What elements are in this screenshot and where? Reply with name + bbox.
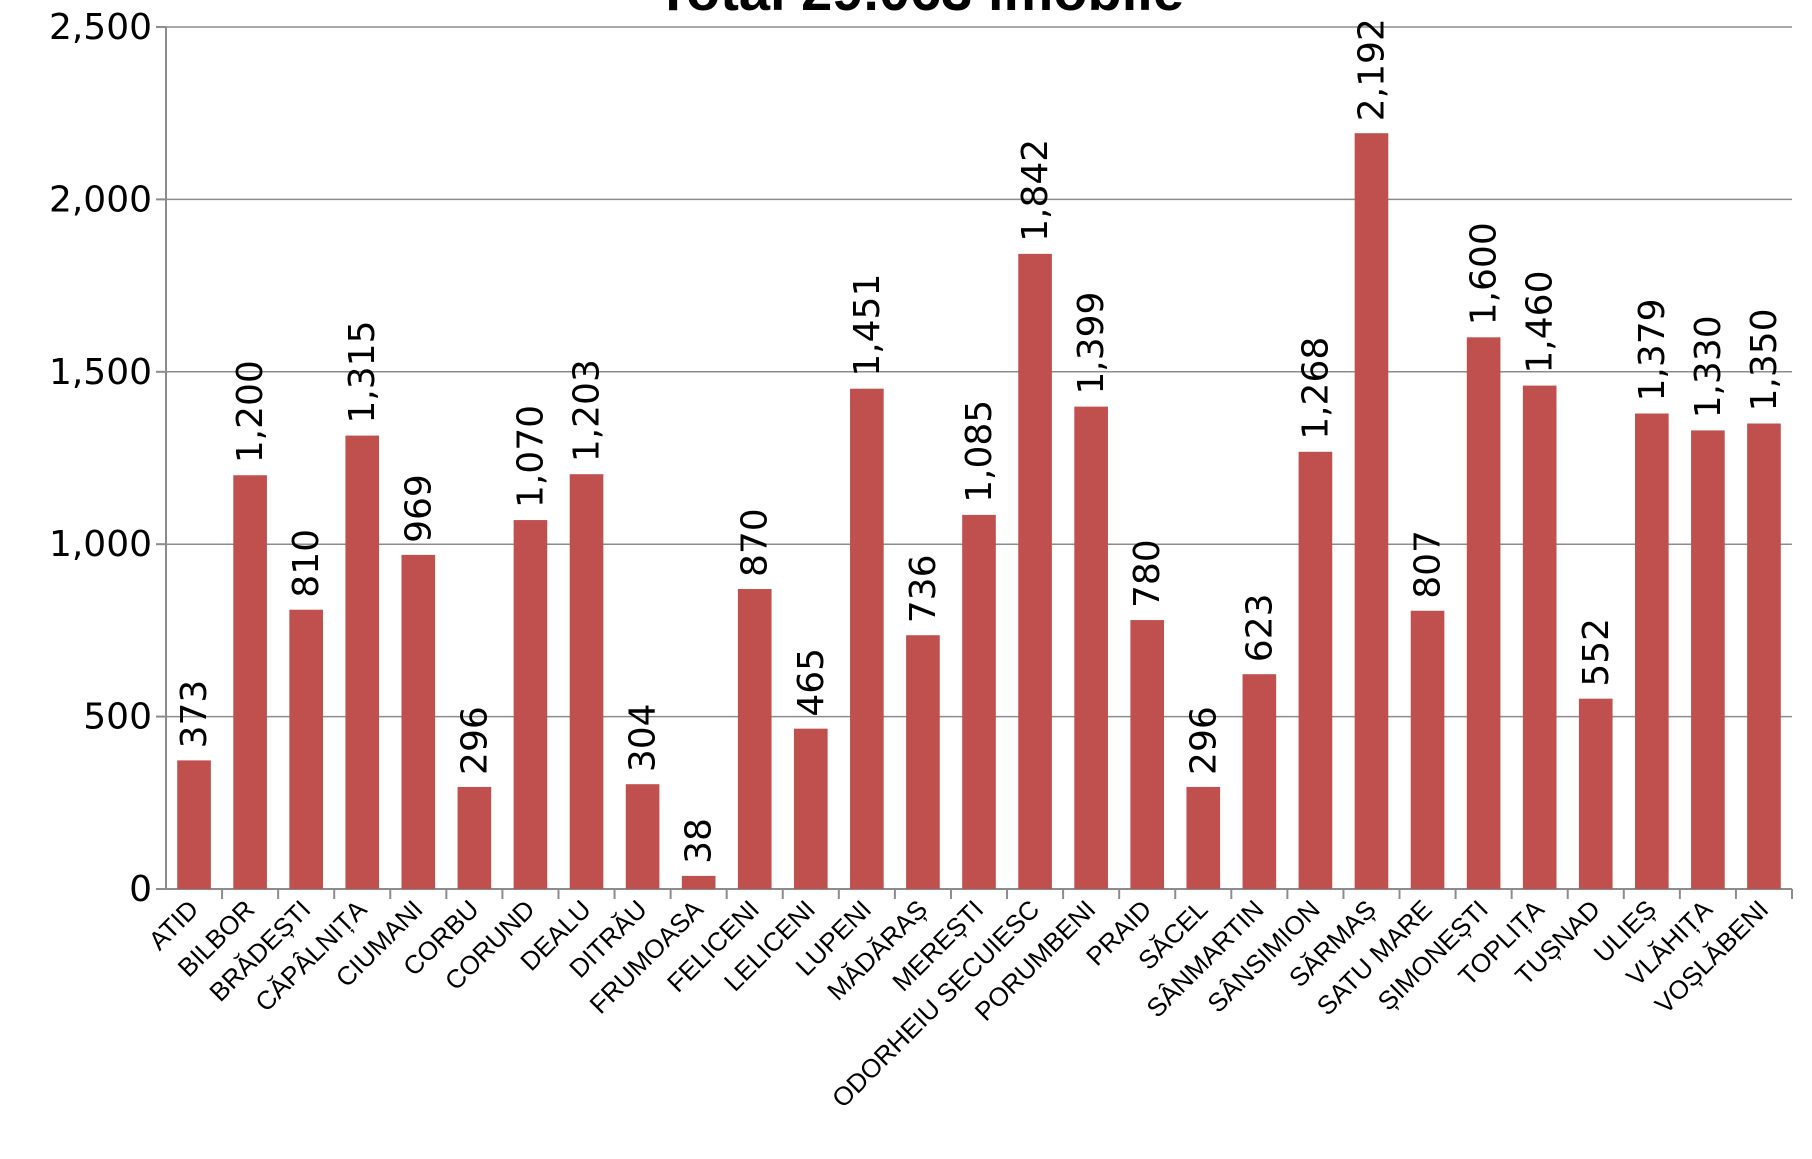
- bar: [1635, 413, 1669, 889]
- chart-title: Total 29.063 imobile: [656, 0, 1184, 22]
- data-label: 38: [679, 818, 720, 864]
- bar: [289, 609, 323, 889]
- bar: [401, 554, 436, 889]
- data-label: 807: [1408, 530, 1449, 599]
- data-labels: 373 1,200 810 1,315 969 296 1,070 1,203 304 38 870…: [174, 18, 1785, 864]
- data-label: 969: [398, 474, 439, 543]
- data-label: 1,379: [1632, 298, 1673, 401]
- x-axis-ticks: ATIDBILBORBRĂDEȘTICĂPÂLNIȚACIUMANICORBUC…: [143, 894, 1775, 1114]
- bar: [1354, 133, 1389, 890]
- bar: [1578, 698, 1613, 889]
- data-label: 304: [623, 703, 664, 772]
- bar: [1074, 406, 1108, 889]
- data-label: 1,200: [230, 360, 271, 463]
- data-label: 1,842: [1015, 139, 1056, 242]
- data-label: 1,268: [1295, 337, 1336, 440]
- bar: [513, 520, 548, 889]
- y-tick-label: 2,000: [49, 179, 152, 220]
- bar: [569, 474, 604, 889]
- y-tick-label: 0: [129, 869, 152, 910]
- data-label: 373: [174, 680, 215, 749]
- bar: [233, 475, 267, 889]
- data-label: 1,203: [567, 359, 608, 462]
- data-label: 780: [1127, 539, 1168, 608]
- bar: [1130, 620, 1165, 889]
- data-label: 2,192: [1351, 18, 1392, 121]
- data-label: 1,451: [847, 274, 888, 377]
- data-label: 1,085: [959, 400, 1000, 503]
- bar: [1747, 423, 1781, 889]
- data-label: 1,330: [1688, 315, 1729, 418]
- bar: [681, 875, 716, 889]
- y-tick-label: 2,500: [49, 7, 152, 48]
- bar: [625, 784, 660, 889]
- bar: [177, 760, 211, 889]
- bar: [1466, 337, 1501, 889]
- bar: [457, 786, 492, 889]
- bar: [1522, 385, 1557, 889]
- bar: [737, 589, 772, 889]
- data-label: 1,315: [342, 321, 383, 424]
- bar: [1410, 610, 1445, 889]
- bar: [850, 388, 884, 889]
- bar: [906, 635, 940, 889]
- y-tick-label: 500: [83, 697, 152, 738]
- data-label: 736: [903, 555, 944, 624]
- bar: [793, 728, 828, 889]
- data-label: 552: [1576, 618, 1617, 687]
- data-label: 1,070: [510, 405, 551, 508]
- y-tick-label: 1,500: [49, 352, 152, 393]
- data-label: 296: [1183, 706, 1224, 775]
- data-label: 296: [454, 706, 495, 775]
- data-label: 1,460: [1520, 271, 1561, 374]
- data-label: 1,350: [1744, 308, 1785, 411]
- bar: [1242, 674, 1277, 889]
- data-label: 1,600: [1464, 222, 1505, 325]
- bar: [1298, 451, 1333, 889]
- data-label: 623: [1239, 593, 1280, 662]
- data-label: 810: [286, 529, 327, 598]
- bar: [1018, 253, 1052, 889]
- bar: [1186, 786, 1221, 889]
- data-label: 870: [735, 508, 776, 577]
- bar: [345, 435, 380, 889]
- bar: [1691, 430, 1725, 889]
- bar: [962, 514, 996, 889]
- y-axis-ticks: 0 500 1,000 1,500 2,000 2,500: [49, 7, 152, 910]
- data-label: 465: [791, 648, 832, 717]
- gridlines: [166, 26, 1792, 718]
- bars: [177, 133, 1781, 890]
- data-label: 1,399: [1071, 292, 1112, 395]
- y-tick-label: 1,000: [49, 524, 152, 565]
